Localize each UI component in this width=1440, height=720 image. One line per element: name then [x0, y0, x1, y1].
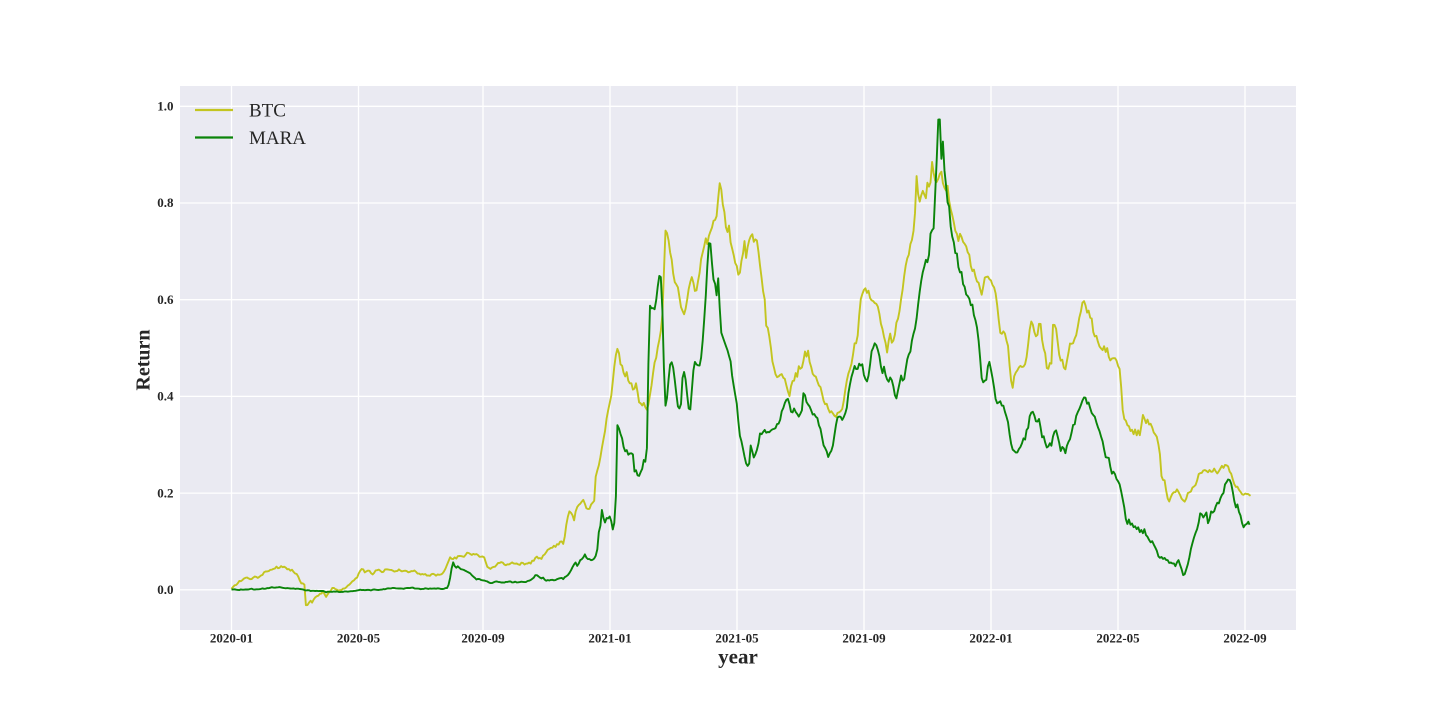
svg-text:2021-01: 2021-01 [588, 631, 631, 646]
svg-text:0.0: 0.0 [157, 582, 173, 597]
svg-text:0.8: 0.8 [157, 195, 174, 210]
svg-text:2020-05: 2020-05 [337, 631, 381, 646]
svg-text:2022-01: 2022-01 [969, 631, 1012, 646]
svg-text:1.0: 1.0 [157, 99, 173, 114]
svg-text:2022-05: 2022-05 [1096, 631, 1140, 646]
svg-text:Return: Return [133, 329, 155, 390]
svg-text:0.6: 0.6 [157, 292, 174, 307]
svg-text:MARA: MARA [249, 128, 306, 149]
svg-text:2022-09: 2022-09 [1223, 631, 1267, 646]
svg-text:2020-09: 2020-09 [461, 631, 505, 646]
svg-text:year: year [718, 645, 758, 669]
svg-text:2021-05: 2021-05 [715, 631, 759, 646]
svg-text:2020-01: 2020-01 [210, 631, 253, 646]
svg-text:BTC: BTC [249, 101, 286, 122]
svg-text:0.2: 0.2 [157, 485, 173, 500]
svg-text:2021-09: 2021-09 [842, 631, 886, 646]
svg-text:0.4: 0.4 [157, 389, 174, 404]
